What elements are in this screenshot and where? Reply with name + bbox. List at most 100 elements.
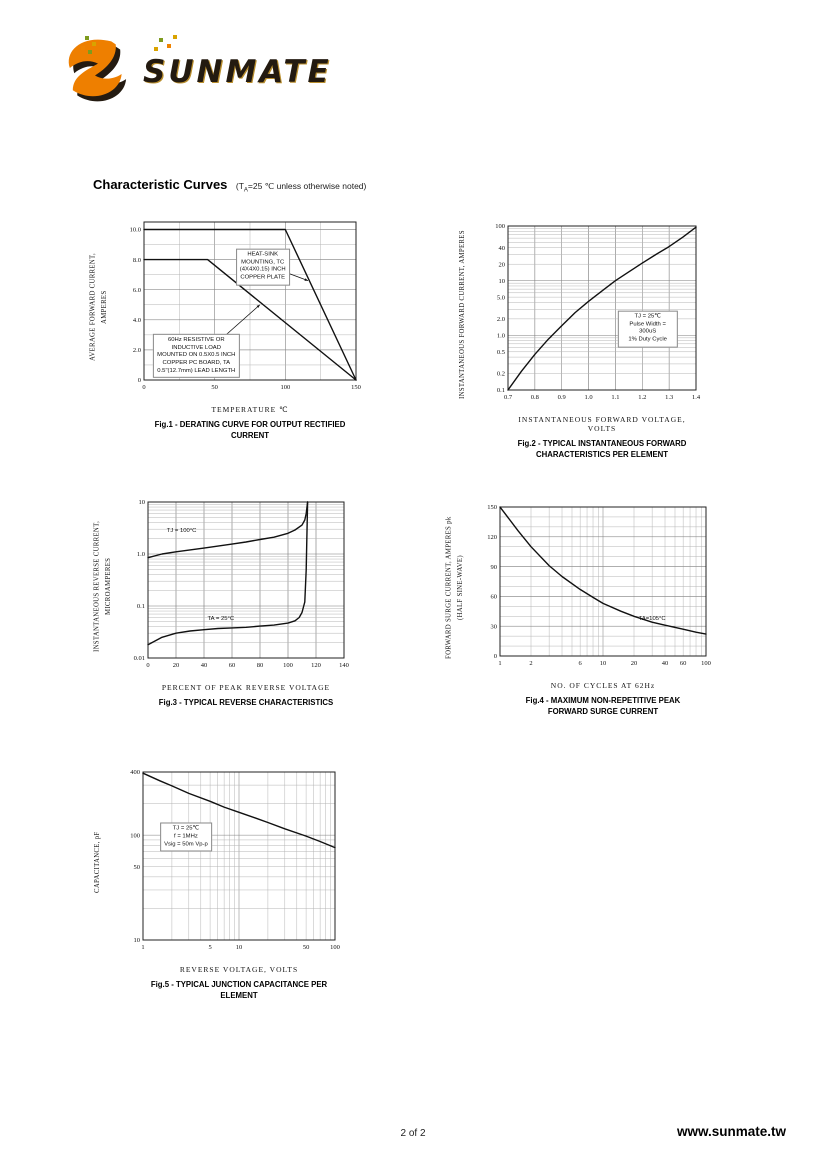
chart-annotation: TJ = 25℃ Pulse Width = 300uS 1% Duty Cyc… [617,310,678,348]
title-note-sub: A [243,187,248,194]
svg-text:6: 6 [579,660,583,667]
svg-text:10: 10 [236,944,243,951]
pixel-decor-icon [81,46,85,50]
svg-text:50: 50 [211,384,218,391]
fig3-chart: 0 20 40 60 80 100 120 140 10 1.0 0.1 0.01 TJ = 100°… [114,494,354,679]
svg-text:0.8: 0.8 [531,394,539,401]
svg-text:50: 50 [134,864,141,871]
title-note-post: =25 ℃ unless otherwise noted) [247,181,367,191]
fig1-y-axis-label: AVERAGE FORWARD CURRENT, AMPERES [89,253,108,362]
svg-text:2: 2 [529,660,532,667]
svg-text:140: 140 [339,662,349,669]
fig2-y-axis-label: INSTANTANEOUS FORWARD CURRENT, AMPERES [459,230,467,399]
svg-text:120: 120 [311,662,321,669]
pixel-decor-icon [167,44,171,48]
section-title-text: Characteristic Curves [93,177,228,192]
fig5-x-axis-label: REVERSE VOLTAGE, VOLTS [179,965,299,974]
svg-text:1.0: 1.0 [585,394,593,401]
fig5-caption: Fig.5 - TYPICAL JUNCTION CAPACITANCE PER… [150,980,328,1000]
svg-text:0.9: 0.9 [558,394,566,401]
svg-text:20: 20 [499,261,506,268]
svg-text:60: 60 [229,662,236,669]
svg-text:90: 90 [491,564,498,571]
fig1-chart: 0 50 100 150 10.0 8.0 6.0 4.0 2.0 0 HEAT-SINK MOU… [110,214,366,401]
svg-text:10: 10 [499,278,506,285]
website-url: www.sunmate.tw [676,1124,786,1139]
svg-text:80: 80 [257,662,264,669]
svg-text:0: 0 [146,662,149,669]
svg-text:60: 60 [491,594,498,601]
svg-text:150: 150 [351,384,361,391]
fig5-chart: 1 5 10 50 100 400 100 50 10 TJ = 25℃ f = 1MHz Vs… [109,764,345,961]
svg-text:2.0: 2.0 [133,347,141,354]
fig4-caption: Fig.4 - MAXIMUM NON-REPETITIVE PEAK FORW… [525,696,681,716]
figure-5-junction-capacitance: CAPACITANCE, pF 1 5 10 50 100 400 100 50 10 TJ =… [87,764,345,1001]
pixel-decor-icon [159,38,163,42]
svg-text:5.0: 5.0 [497,294,505,301]
fig2-chart: 0.7 0.8 0.9 1.0 1.1 1.2 1.3 1.4 100 40 20 10 5.0 2.0 1… [474,218,708,411]
pixel-decor-icon [85,36,89,40]
pixel-decor-icon [92,42,96,46]
figure-1-derating-curve: AVERAGE FORWARD CURRENT, AMPERES 0 50 100 1… [88,214,366,441]
svg-text:20: 20 [631,660,638,667]
fig4-chart: 1 2 6 10 20 40 60 100 150 120 90 60 30 0 TA=105°C [466,499,718,677]
svg-text:100: 100 [701,660,711,667]
fig2-plot: 0.7 0.8 0.9 1.0 1.1 1.2 1.3 1.4 100 40 20 10 5.0 2.0 1… [495,223,701,401]
svg-text:50: 50 [303,944,310,951]
svg-text:1.1: 1.1 [611,394,619,401]
fig3-caption: Fig.3 - TYPICAL REVERSE CHARACTERISTICS [158,698,334,707]
svg-text:40: 40 [499,245,506,252]
svg-text:0: 0 [142,384,145,391]
svg-text:0.1: 0.1 [137,603,145,610]
svg-text:100: 100 [280,384,290,391]
page-number: 2 of 2 [400,1128,426,1139]
svg-text:0.2: 0.2 [497,371,505,378]
svg-text:1.0: 1.0 [137,551,145,558]
fig2-x-axis-label: INSTANTANEOUS FORWARD VOLTAGE, VOLTS [518,415,686,433]
fig4-y-axis-label: FORWARD SURGE CURRENT, AMPERES pk (HALF … [445,516,464,660]
figure-3-reverse-characteristics: INSTANTANEOUS REVERSE CURRENT, MICROAMPE… [92,494,354,709]
chart-annotation: 60Hz RESISTIVE OR INDUCTIVE LOAD MOUNTED… [153,333,240,379]
pixel-decor-icon [88,50,92,54]
svg-text:10: 10 [139,499,146,506]
svg-text:40: 40 [662,660,669,667]
svg-text:0.1: 0.1 [497,387,505,394]
figure-2-forward-characteristics: INSTANTANEOUS FORWARD CURRENT, AMPERES 0… [452,218,708,460]
svg-text:100: 100 [330,944,340,951]
svg-text:2.0: 2.0 [497,316,505,323]
svg-text:40: 40 [201,662,208,669]
svg-text:10: 10 [600,660,607,667]
svg-text:100: 100 [130,832,140,839]
svg-text:1: 1 [498,660,501,667]
svg-text:20: 20 [173,662,180,669]
sunmate-logo-icon [68,39,127,102]
svg-text:0.5: 0.5 [497,349,505,356]
fig2-caption: Fig.2 - TYPICAL INSTANTANEOUS FORWARD CH… [517,439,687,459]
svg-text:10: 10 [134,937,141,944]
svg-text:6.0: 6.0 [133,287,141,294]
svg-text:400: 400 [130,769,140,776]
svg-text:1.4: 1.4 [692,394,701,401]
section-title: Characteristic Curves (TA=25 ℃ unless ot… [93,176,366,194]
fig3-y-axis-label: INSTANTANEOUS REVERSE CURRENT, MICROAMPE… [93,520,112,653]
svg-text:100: 100 [283,662,293,669]
section-title-note: (TA=25 ℃ unless otherwise noted) [235,181,367,194]
pixel-decor-icon [154,47,158,51]
svg-text:0.01: 0.01 [134,655,145,662]
svg-text:60: 60 [680,660,687,667]
svg-text:8.0: 8.0 [133,257,141,264]
svg-text:1.2: 1.2 [638,394,646,401]
svg-text:10.0: 10.0 [130,227,141,234]
svg-text:150: 150 [487,504,497,511]
fig3-plot: 0 20 40 60 80 100 120 140 10 1.0 0.1 0.01 [134,499,349,669]
fig1-plot: 0 50 100 150 10.0 8.0 6.0 4.0 2.0 0 [130,221,361,391]
title-note-pre: (T [235,181,244,191]
fig4-plot: 1 2 6 10 20 40 60 100 150 120 90 60 30 0 [487,504,711,667]
svg-text:0: 0 [494,653,497,660]
svg-text:1: 1 [141,944,144,951]
fig5-plot: 1 5 10 50 100 400 100 50 10 [130,769,340,951]
fig3-x-axis-label: PERCENT OF PEAK REVERSE VOLTAGE [161,683,331,692]
fig5-y-axis-label: CAPACITANCE, pF [94,831,102,894]
fig1-x-axis-label: TEMPERATURE ℃ [211,405,289,414]
